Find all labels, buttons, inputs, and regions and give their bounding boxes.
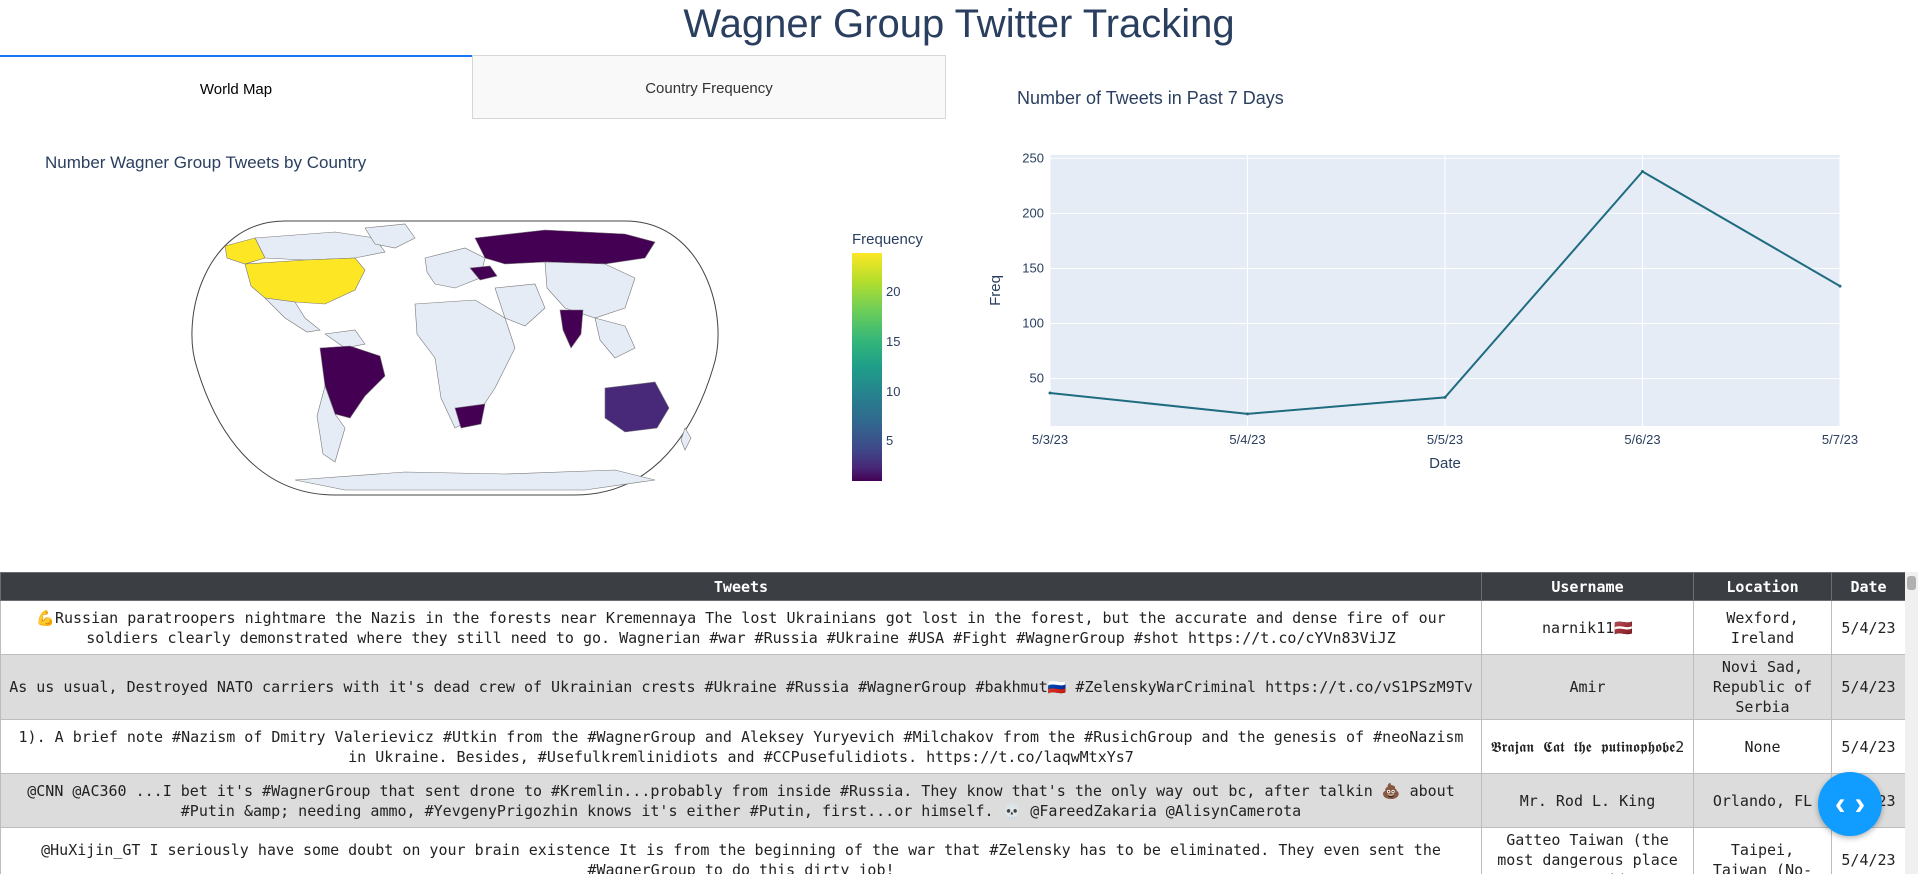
tweets-table: Tweets Username Location Date 💪Russian p… bbox=[0, 572, 1905, 874]
colorbar-tick: 10 bbox=[886, 384, 901, 399]
username-cell: 𝕭𝖗𝖆𝖏𝖆𝖓 𝕮𝖆𝖙 𝖙𝖍𝖊 𝖕𝖚𝖙𝖎𝖓𝖔𝖕𝖍𝖔𝖇𝖊2 bbox=[1481, 719, 1694, 774]
y-tick-label: 50 bbox=[1030, 371, 1044, 386]
tab-world-map[interactable]: World Map bbox=[0, 55, 472, 119]
data-point bbox=[1838, 284, 1842, 288]
tweet-cell: As us usual, Destroyed NATO carriers wit… bbox=[0, 654, 1482, 720]
x-tick-label: 5/6/23 bbox=[1624, 432, 1660, 447]
table-header-row: Tweets Username Location Date bbox=[0, 572, 1905, 601]
colorbar-tick: 20 bbox=[886, 284, 901, 299]
column-header-username[interactable]: Username bbox=[1481, 572, 1694, 601]
colorbar-tick: 5 bbox=[886, 433, 894, 448]
data-point bbox=[1246, 412, 1249, 416]
username-cell: Gatteo Taiwan (the most dangerous place … bbox=[1481, 827, 1694, 874]
table-row[interactable]: @HuXijin_GT I seriously have some doubt … bbox=[0, 827, 1905, 874]
country-india bbox=[559, 309, 584, 349]
location-cell: Taipei, Taiwan (No- bbox=[1693, 827, 1832, 874]
username-cell: narnik11🇱🇻 bbox=[1481, 600, 1694, 655]
table-row[interactable]: 1). A brief note #Nazism of Dmitry Valer… bbox=[0, 719, 1905, 774]
country-mexico bbox=[264, 297, 321, 333]
location-cell: Novi Sad, Republic of Serbia bbox=[1693, 654, 1832, 720]
date-cell: 5/4/23 bbox=[1831, 600, 1905, 655]
x-tick-label: 5/4/23 bbox=[1229, 432, 1265, 447]
tab-country-frequency[interactable]: Country Frequency bbox=[472, 55, 946, 119]
country-canada bbox=[254, 231, 386, 261]
tweet-cell: 1). A brief note #Nazism of Dmitry Valer… bbox=[0, 719, 1482, 774]
tweet-cell: @CNN @AC360 ...I bet it's #WagnerGroup t… bbox=[0, 773, 1482, 828]
column-header-tweets[interactable]: Tweets bbox=[0, 572, 1482, 601]
y-tick-label: 100 bbox=[1022, 316, 1044, 331]
country-europe bbox=[424, 247, 486, 289]
y-axis-label: Freq bbox=[987, 275, 1004, 306]
x-axis-label: Date bbox=[1429, 455, 1461, 472]
location-cell: Orlando, FL bbox=[1693, 773, 1832, 828]
country-south-africa bbox=[454, 403, 486, 429]
colorbar-tick: 15 bbox=[886, 334, 901, 349]
tweet-cell: 💪Russian paratroopers nightmare the Nazi… bbox=[0, 600, 1482, 655]
table-row[interactable]: @CNN @AC360 ...I bet it's #WagnerGroup t… bbox=[0, 773, 1905, 828]
country-south-america-south bbox=[316, 384, 346, 463]
data-point bbox=[1641, 170, 1644, 174]
chart-title: Number of Tweets in Past 7 Days bbox=[1017, 88, 1284, 108]
tweets-table-container: Tweets Username Location Date 💪Russian p… bbox=[0, 572, 1905, 874]
x-tick-label: 5/5/23 bbox=[1427, 432, 1463, 447]
data-point bbox=[1443, 395, 1447, 399]
country-south-america-north bbox=[324, 329, 366, 349]
data-point bbox=[1048, 391, 1052, 395]
table-row[interactable]: 💪Russian paratroopers nightmare the Nazi… bbox=[0, 600, 1905, 655]
table-scrollbar[interactable] bbox=[1905, 572, 1918, 874]
code-toggle-button[interactable]: ‹ › bbox=[1818, 772, 1882, 836]
username-cell: Amir bbox=[1481, 654, 1694, 720]
tab-bar: World Map Country Frequency bbox=[0, 55, 946, 121]
table-row[interactable]: As us usual, Destroyed NATO carriers wit… bbox=[0, 654, 1905, 720]
scrollbar-thumb[interactable] bbox=[1907, 576, 1916, 590]
country-middle-east bbox=[494, 283, 546, 327]
country-russia bbox=[474, 229, 656, 265]
tweets-line-chart[interactable]: 50 100 150 200 250 5/3/23 5/4/23 5/5/23 5/6/23 5/… bbox=[970, 135, 1870, 475]
colorbar-title: Frequency bbox=[852, 231, 923, 248]
location-cell: None bbox=[1693, 719, 1832, 774]
x-tick-label: 5/7/23 bbox=[1822, 432, 1858, 447]
map-title: Number Wagner Group Tweets by Country bbox=[45, 153, 367, 172]
x-tick-label: 5/3/23 bbox=[1032, 432, 1068, 447]
y-tick-label: 150 bbox=[1022, 260, 1044, 275]
country-usa bbox=[244, 257, 366, 305]
country-australia bbox=[604, 381, 670, 433]
column-header-date[interactable]: Date bbox=[1831, 572, 1905, 601]
colorbar bbox=[852, 253, 882, 481]
world-map[interactable] bbox=[185, 218, 725, 498]
country-asia bbox=[544, 261, 636, 319]
tweet-cell: @HuXijin_GT I seriously have some doubt … bbox=[0, 827, 1482, 874]
country-southeast-asia bbox=[594, 317, 636, 359]
date-cell: 5/4/23 bbox=[1831, 654, 1905, 720]
country-greenland bbox=[364, 223, 416, 249]
country-new-zealand bbox=[680, 427, 692, 451]
y-tick-label: 200 bbox=[1022, 205, 1044, 220]
country-antarctica bbox=[294, 469, 656, 491]
page-title: Wagner Group Twitter Tracking bbox=[683, 2, 1235, 46]
location-cell: Wexford, Ireland bbox=[1693, 600, 1832, 655]
column-header-location[interactable]: Location bbox=[1693, 572, 1832, 601]
username-cell: Mr. Rod L. King bbox=[1481, 773, 1694, 828]
country-ukraine bbox=[469, 265, 498, 281]
country-alaska bbox=[224, 237, 266, 265]
date-cell: 5/4/23 bbox=[1831, 719, 1905, 774]
y-tick-label: 250 bbox=[1022, 150, 1044, 165]
